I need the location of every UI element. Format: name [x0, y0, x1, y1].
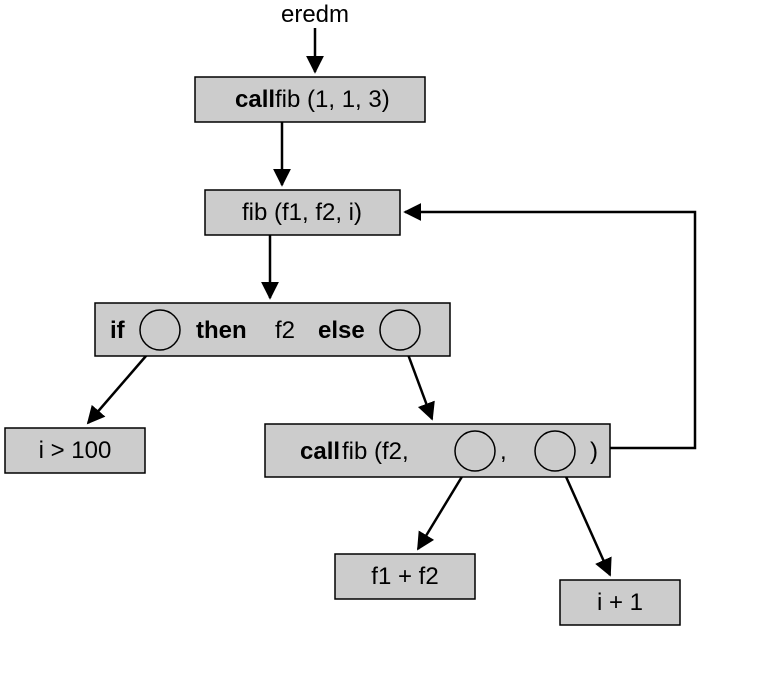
- hole-circle: [380, 310, 420, 350]
- flowchart-canvas: eredm call fib (1, 1, 3) fib (f1, f2, i) if…: [0, 0, 777, 694]
- hole-circle: [140, 310, 180, 350]
- node-label: fib (f1, f2, i): [242, 199, 362, 226]
- node-fib-header: fib (f1, f2, i): [205, 190, 400, 235]
- node-label: fib (1, 1, 3): [275, 86, 390, 113]
- node-label: else: [318, 317, 365, 344]
- node-label: call: [235, 86, 275, 113]
- node-inc: i + 1: [560, 580, 680, 625]
- entry-label: eredm: [281, 1, 349, 28]
- node-label: fib (f2,: [342, 438, 409, 465]
- node-label: f2: [275, 317, 295, 344]
- node-cond: i > 100: [5, 428, 145, 473]
- node-call-fib-rec: call fib (f2,,): [265, 424, 610, 477]
- node-label: then: [196, 317, 247, 344]
- node-label: i + 1: [597, 589, 643, 616]
- node-label: call: [300, 438, 340, 465]
- node-label: ,: [500, 438, 507, 465]
- node-if-then-else: if then f2 else: [95, 303, 450, 356]
- node-label: i > 100: [39, 437, 112, 464]
- node-call-fib-init: call fib (1, 1, 3): [195, 77, 425, 122]
- node-label: if: [110, 317, 126, 344]
- node-sum: f1 + f2: [335, 554, 475, 599]
- node-label: f1 + f2: [371, 563, 438, 590]
- hole-circle: [535, 431, 575, 471]
- hole-circle: [455, 431, 495, 471]
- node-label: ): [590, 438, 598, 465]
